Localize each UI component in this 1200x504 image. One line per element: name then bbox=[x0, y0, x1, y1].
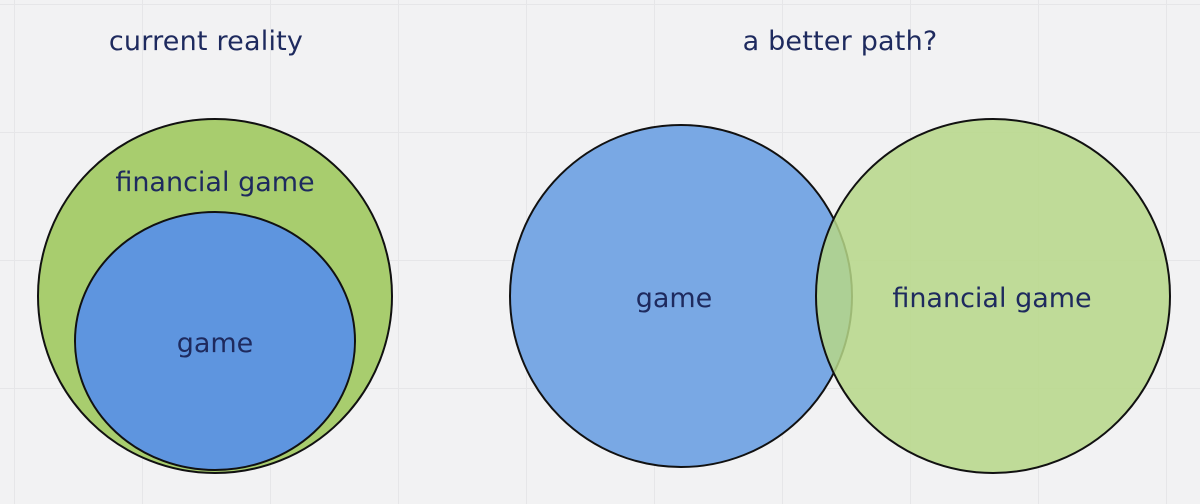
financial-game-label: financial game bbox=[892, 283, 1091, 314]
game-label: game bbox=[636, 283, 713, 314]
game-inner-circle[interactable] bbox=[74, 211, 356, 471]
heading-current-reality: current reality bbox=[108, 26, 304, 57]
nested-venn: financial game game bbox=[37, 118, 393, 474]
game-inner-label: game bbox=[177, 328, 254, 359]
financial-game-circle[interactable] bbox=[815, 118, 1171, 474]
heading-better-path: a better path? bbox=[742, 26, 938, 57]
financial-game-outer-label: financial game bbox=[115, 167, 314, 198]
overlap-venn: game financial game bbox=[509, 118, 1171, 474]
